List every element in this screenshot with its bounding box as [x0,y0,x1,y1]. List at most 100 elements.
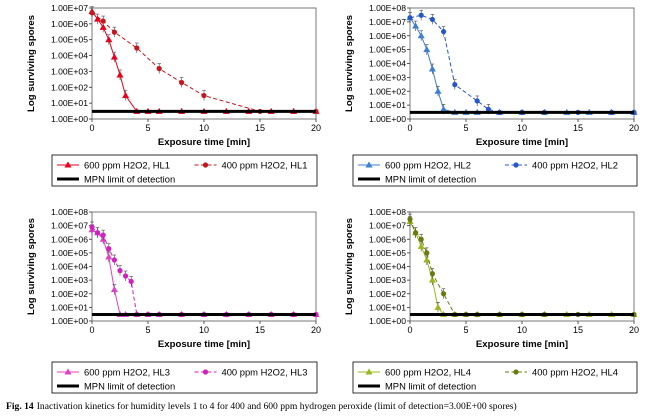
x-tick-label: 10 [199,123,209,133]
x-tick-label: 20 [311,325,321,335]
data-point [111,29,117,35]
y-tick-label: 1.00E+02 [369,289,406,299]
data-point [116,71,124,78]
y-tick-label: 1.00E+03 [369,72,406,82]
y-tick-label: 1.00E+08 [369,3,406,13]
data-point [122,91,130,99]
y-tick-label: 1.00E+07 [369,17,406,27]
y-tick-label: 1.00E+06 [51,234,88,244]
legend-marker [64,161,72,168]
x-tick-label: 20 [311,123,321,133]
y-tick-label: 1.00E+04 [369,262,406,272]
legend-marker [64,368,72,375]
x-tick-label: 15 [255,325,265,335]
data-point [418,12,424,18]
data-point [417,32,425,39]
y-tick-label: 1.00E+06 [51,19,88,29]
legend-box [51,361,318,394]
x-tick-label: 0 [89,123,94,133]
y-tick-label: 1.00E+00 [51,114,88,124]
data-point [407,15,413,21]
legend-item-2: 400 ppm H2O2, HL1 [194,160,308,171]
y-tick-label: 1.00E+02 [51,82,88,92]
y-tick-label: 1.00E+00 [51,316,88,326]
x-axis-label: Exposure time [min] [158,339,250,350]
x-tick-label: 5 [463,123,468,133]
x-axis-label: Exposure time [min] [476,137,568,148]
y-tick-label: 1.00E+01 [369,100,406,110]
y-tick-label: 1.00E+01 [51,302,88,312]
data-point [424,250,430,256]
y-tick-label: 1.00E+01 [369,302,406,312]
y-tick-label: 1.00E+03 [51,66,88,76]
legend-marker [202,162,209,168]
data-point [111,257,117,263]
figure-caption-label: Fig. 14 [6,401,34,412]
figure-caption: Fig. 14 Inactivation kinetics for humidit… [6,401,646,415]
data-point [412,22,420,29]
y-tick-label: 1.00E+03 [51,275,88,285]
data-point [441,28,447,35]
chart-panel-1: 1.00E+00 1.00E+01 1.00E+02 1.00E+03 1.00E+04… [26,3,321,187]
y-tick-label: 1.00E+05 [369,248,406,258]
y-tick-label: 1.00E+08 [51,207,88,217]
y-axis-label: Log surviving spores [344,15,355,112]
legend-marker [513,162,519,168]
plot-area [409,7,635,120]
x-tick-label: 0 [407,325,412,335]
y-tick-label: 1.00E+05 [51,35,88,45]
legend-item-2: 400 ppm H2O2, HL4 [505,367,618,378]
data-point [105,253,113,260]
x-tick-label: 20 [629,123,639,133]
legend-item-3: MPN limit of detection [57,381,175,392]
data-point [122,273,129,279]
legend-label: MPN limit of detection [84,174,175,185]
legend-box [352,154,638,187]
legend-label: MPN limit of detection [385,174,476,185]
x-tick-label: 10 [517,325,527,335]
legend-label: 600 ppm H2O2, HL4 [385,367,471,378]
series-layer [406,213,638,318]
data-point [413,230,419,236]
data-point [94,230,101,236]
legend: 600 ppm H2O2, HL4 400 ppm H2O2, HL4 MPN li… [352,361,638,394]
y-tick-label: 1.00E+07 [51,221,88,231]
data-point [100,18,106,24]
data-point [434,87,442,94]
data-point [100,232,106,238]
x-tick-label: 5 [145,123,150,133]
chart-panel-3: 1.00E+00 1.00E+01 1.00E+02 1.00E+03 1.00E+04… [26,207,321,394]
data-point [423,256,431,263]
y-tick-label: 1.00E+04 [369,59,406,69]
series-2 [89,7,319,115]
x-tick-label: 0 [407,123,412,133]
data-point [105,36,113,43]
legend-item-3: MPN limit of detection [358,174,476,185]
legend-item-3: MPN limit of detection [358,381,476,392]
y-axis-label: Log surviving spores [344,218,355,315]
y-tick-label: 1.00E+07 [51,3,88,13]
legend-label: 600 ppm H2O2, HL3 [84,367,170,378]
legend-item-1: 600 ppm H2O2, HL4 [358,367,471,378]
legend: 600 ppm H2O2, HL3 400 ppm H2O2, HL3 MPN li… [51,361,318,394]
chart-panel-2: 1.00E+00 1.00E+01 1.00E+02 1.00E+03 1.00E+04… [344,3,639,187]
x-tick-label: 15 [255,123,265,133]
x-tick-label: 5 [463,325,468,335]
data-point [418,236,424,242]
data-point [428,276,436,283]
y-tick-label: 1.00E+04 [51,51,88,61]
y-axis-label: Log surviving spores [26,218,37,315]
x-tick-label: 10 [517,123,527,133]
x-tick-label: 0 [89,325,94,335]
x-tick-label: 5 [145,325,150,335]
legend-marker [365,368,373,375]
legend: 600 ppm H2O2, HL1 400 ppm H2O2, HL1 MPN li… [51,154,318,187]
x-tick-label: 15 [573,325,583,335]
legend-item-2: 400 ppm H2O2, HL2 [505,160,618,171]
legend-marker [365,161,373,168]
data-point [110,53,118,60]
x-tick-label: 10 [199,325,209,335]
legend-label: 400 ppm H2O2, HL2 [532,160,618,171]
y-tick-label: 1.00E+02 [51,289,88,299]
